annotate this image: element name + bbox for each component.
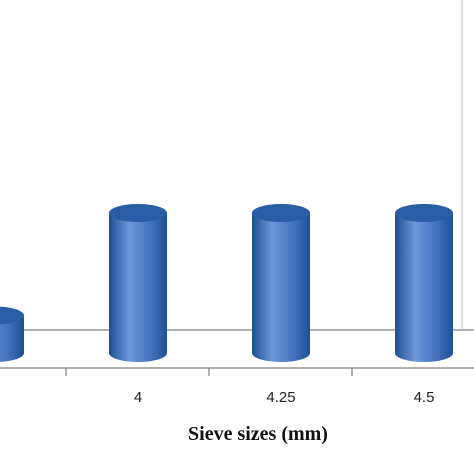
bar-first (0, 315, 24, 362)
x-tick-label: 4.25 (266, 389, 295, 406)
x-tick-label: 4.5 (414, 389, 435, 406)
x-tick-label: 4 (134, 389, 142, 406)
x-axis-title: Sieve sizes (mm) (188, 423, 328, 445)
bars-group (0, 204, 453, 362)
bar-top-4 (109, 204, 167, 222)
x-axis: 4 4.25 4.5 (0, 367, 474, 406)
bar-4 (109, 213, 167, 362)
bar-top-first (0, 306, 24, 325)
bar-4.5 (395, 213, 453, 362)
bar-4.25 (252, 213, 310, 362)
bar-top-4.25 (252, 204, 310, 222)
bar-top-4.5 (395, 204, 453, 222)
